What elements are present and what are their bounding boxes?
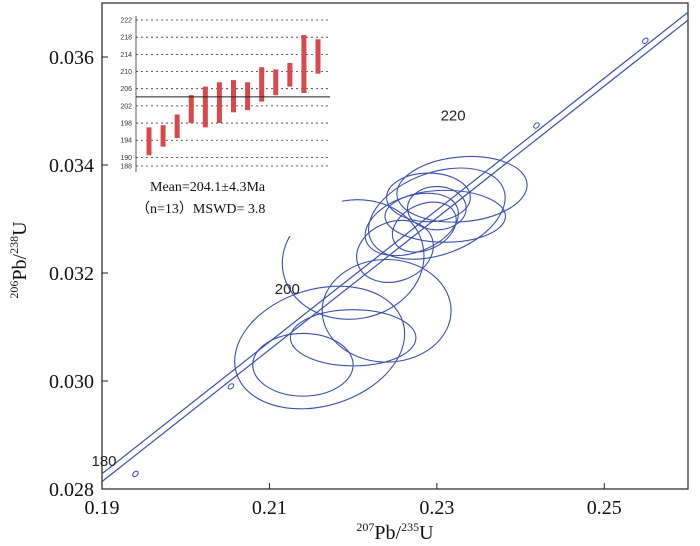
inset-mswd-text: （n=13）MSWD= 3.8: [136, 201, 265, 217]
y-axis-title: 206Pb/238U: [7, 221, 31, 299]
inset-age-bar: [160, 125, 166, 147]
inset-mean-text: Mean=204.1±4.3Ma: [150, 180, 266, 195]
error-ellipse: [396, 155, 528, 223]
inset-age-bar: [315, 39, 321, 74]
inset-gridlines: 188 190 194 198 202 206 210 214 218 222: [120, 18, 330, 171]
concordia-age-label: 220: [441, 108, 466, 125]
error-ellipse: [281, 199, 425, 320]
inset-age-bar: [202, 86, 208, 128]
y-tick-label: 0.036: [49, 47, 94, 69]
inset-age-bar: [273, 69, 279, 96]
inset-age-bar: [146, 127, 152, 156]
inset-age-bars: [146, 35, 321, 156]
concordia-marker: [533, 122, 540, 129]
inset-tick-label: 190: [120, 155, 132, 162]
concordia-marker: [227, 383, 235, 390]
error-ellipse: [367, 167, 506, 260]
concordia-marker: [132, 470, 139, 478]
concordia-age-label: 200: [275, 281, 300, 298]
inset-age-bar: [174, 114, 180, 139]
inset-tick-label: 222: [120, 18, 132, 25]
error-ellipse: [407, 186, 467, 231]
x-tick-label: 0.21: [252, 497, 287, 519]
y-axis-ticks: 0.028 0.030 0.032 0.034 0.036: [49, 47, 108, 501]
inset-age-bar: [231, 80, 236, 113]
concordia-line: [102, 11, 688, 475]
error-ellipse: [234, 285, 406, 410]
concordia-age-label: 180: [91, 453, 116, 470]
error-ellipse: [321, 258, 452, 363]
inset-tick-label: 218: [120, 35, 132, 42]
error-ellipse: [386, 172, 471, 223]
inset-tick-label: 194: [120, 138, 132, 145]
inset-age-bar: [188, 95, 194, 124]
inset-age-bar: [216, 82, 222, 124]
concordia-line: [102, 19, 688, 483]
weighted-mean-inset: 188 190 194 198 202 206 210 214 218 222 Mean=204.…: [112, 10, 342, 236]
concordia-age-labels: 180 200 220: [91, 108, 465, 470]
inset-tick-label: 214: [120, 52, 132, 59]
inset-tick-label: 202: [120, 103, 132, 110]
inset-age-bar: [245, 82, 251, 111]
inset-age-bar: [287, 62, 293, 87]
inset-age-bar: [259, 67, 265, 102]
error-ellipse: [252, 332, 354, 397]
x-tick-label: 0.19: [85, 497, 120, 519]
inset-age-bar: [301, 35, 307, 93]
error-ellipse: [356, 219, 434, 283]
error-ellipse: [384, 189, 507, 243]
x-axis-title: 207Pb/235U: [356, 520, 434, 544]
error-ellipses: [234, 155, 528, 410]
error-ellipse: [391, 201, 457, 253]
inset-tick-label: 210: [120, 69, 132, 76]
x-tick-label: 0.25: [587, 497, 622, 519]
x-axis-ticks: 0.19 0.21 0.23 0.25: [85, 483, 622, 519]
concordia-marker: [642, 37, 649, 44]
y-tick-label: 0.030: [49, 371, 94, 393]
y-tick-label: 0.028: [49, 479, 94, 501]
inset-tick-label: 188: [120, 164, 132, 171]
concordia-curve: [102, 11, 688, 483]
y-tick-label: 0.032: [49, 263, 94, 285]
inset-tick-label: 198: [120, 121, 132, 128]
inset-tick-label: 206: [120, 86, 132, 93]
y-tick-label: 0.034: [49, 155, 94, 177]
x-tick-label: 0.23: [419, 497, 454, 519]
